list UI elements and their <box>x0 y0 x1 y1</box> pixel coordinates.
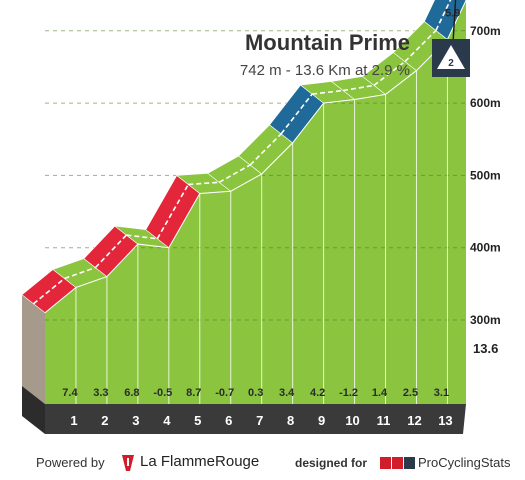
profile-start-face <box>22 294 45 404</box>
y-tick-label: 400m <box>470 241 501 255</box>
y-tick-label: 300m <box>470 313 501 327</box>
km-label: 1 <box>70 413 77 428</box>
km-label: 9 <box>318 413 325 428</box>
flamme-rouge-brand: La FlammeRouge <box>140 453 260 470</box>
climb-subtitle: 742 m - 13.6 Km at 2.9 % <box>239 62 410 79</box>
km-label: 3 <box>132 413 139 428</box>
km-strip <box>45 404 466 434</box>
gradient-label: 1.4 <box>372 387 388 399</box>
gradient-label: 3.4 <box>279 387 295 399</box>
km-label: 5 <box>194 413 201 428</box>
powered-by-label: Powered by <box>36 455 105 470</box>
gradient-label: 5.9 <box>445 7 460 19</box>
y-tick-label: 600m <box>470 96 501 110</box>
y-tick-label: 500m <box>470 168 501 182</box>
gradient-label: 7.4 <box>62 387 78 399</box>
km-label: 12 <box>407 413 421 428</box>
y-tick-label: 700m <box>470 24 501 38</box>
gradient-label: -0.5 <box>153 387 172 399</box>
road-centerline <box>64 266 96 280</box>
category-number: 2 <box>448 58 454 69</box>
km-strip-side <box>22 386 45 434</box>
road-centerline <box>126 234 158 240</box>
road-centerline <box>312 89 344 95</box>
km-label: 6 <box>225 413 232 428</box>
road-centerline <box>249 133 282 166</box>
climb-title: Mountain Prime <box>244 30 410 55</box>
km-label: 13 <box>438 413 452 428</box>
road-centerline <box>156 184 189 240</box>
km-label: 10 <box>345 413 359 428</box>
gradient-label: 4.2 <box>310 387 325 399</box>
flamme-rouge-logo-icon <box>122 455 134 471</box>
gradient-label: -0.7 <box>215 387 234 399</box>
designed-for-label: designed for <box>295 456 368 470</box>
road-centerline <box>32 277 65 305</box>
road-centerline <box>342 84 375 92</box>
km-label: 7 <box>256 413 263 428</box>
procyclingstats-link[interactable]: ProCyclingStats <box>418 455 511 470</box>
gradient-label: 8.7 <box>186 387 201 399</box>
road-centerline <box>404 29 437 63</box>
mountain-icon <box>437 45 465 69</box>
gradient-label: 0.3 <box>248 387 263 399</box>
km-label: 2 <box>101 413 108 428</box>
road-centerline <box>373 60 406 87</box>
profile-front-face <box>45 0 466 405</box>
km-label: 11 <box>377 413 391 428</box>
road-centerline <box>188 181 220 186</box>
km-label: 8 <box>287 413 294 428</box>
footer: Powered by La FlammeRouge designed for P… <box>0 453 525 475</box>
road-centerline <box>218 164 251 184</box>
gradient-label: 3.1 <box>434 387 449 399</box>
gradient-label: 3.3 <box>93 387 108 399</box>
gradient-label: 6.8 <box>124 387 139 399</box>
gradient-label: 2.5 <box>403 387 418 399</box>
mountain-category-badge: 2 <box>432 39 470 77</box>
end-distance-label: 13.6 <box>473 341 498 356</box>
gradient-label: -1.2 <box>339 387 358 399</box>
km-label: 4 <box>163 413 171 428</box>
road-centerline <box>280 93 313 135</box>
profile-front-edge <box>44 0 467 314</box>
pcs-logo-icon <box>380 457 415 469</box>
